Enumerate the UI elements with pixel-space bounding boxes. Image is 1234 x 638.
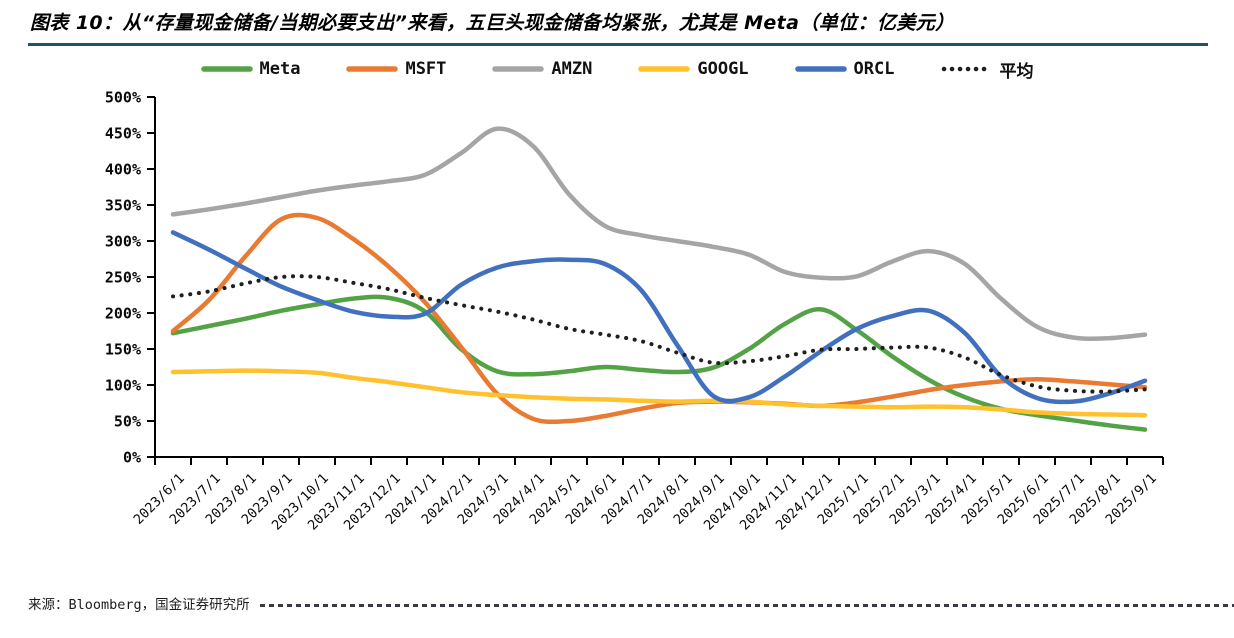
legend-swatch-GOOGL: [638, 66, 691, 72]
legend-label-MSFT: MSFT: [405, 59, 447, 79]
series-line-平均: [171, 274, 1147, 394]
legend-label-Meta: Meta: [259, 59, 301, 79]
series-line-ORCL: [170, 230, 1148, 405]
y-tick-label: 0%: [123, 449, 141, 467]
legend-label-平均: 平均: [999, 61, 1034, 82]
y-tick-label: 150%: [105, 341, 141, 359]
legend-item-平均: 平均: [941, 57, 1034, 82]
legend-label-AMZN: AMZN: [551, 59, 593, 79]
source-text: 来源：Bloomberg，国金证券研究所: [28, 597, 250, 613]
y-tick-label: 50%: [114, 413, 141, 431]
legend-item-Meta: Meta: [200, 59, 301, 79]
y-tick-label: 200%: [105, 305, 141, 323]
y-tick-label: 450%: [105, 125, 141, 143]
legend-item-GOOGL: GOOGL: [638, 59, 749, 79]
dashed-divider: [259, 603, 1234, 607]
series-line-AMZN: [170, 126, 1148, 341]
y-tick-label: 250%: [105, 269, 141, 287]
legend-swatch-ORCL: [794, 66, 847, 72]
y-tick-label: 100%: [105, 377, 141, 395]
source-row: 来源：Bloomberg，国金证券研究所: [28, 593, 1234, 613]
y-tick-label: 300%: [105, 233, 141, 251]
line-chart: 0% 50% 100% 150% 200% 250% 300% 350% 400% 450% 500…: [105, 89, 1164, 534]
legend-swatch-MSFT: [346, 66, 399, 72]
legend-swatch-AMZN: [492, 66, 545, 72]
legend-item-ORCL: ORCL: [794, 59, 895, 79]
legend-item-AMZN: AMZN: [492, 59, 592, 79]
figure-title: 图表 10：从“存量现金储备/当期必要支出”来看，五巨头现金储备均紧张，尤其是 …: [30, 12, 955, 34]
y-tick-label: 400%: [105, 161, 141, 179]
y-tick-label: 350%: [105, 197, 141, 215]
legend-swatch-平均: [941, 66, 992, 72]
legend-label-ORCL: ORCL: [853, 59, 895, 79]
series-line-MSFT: [170, 212, 1148, 425]
chart-legend: Meta MSFT AMZN GOOGL ORCL 平均: [0, 55, 1234, 83]
legend-swatch-Meta: [200, 66, 253, 72]
figure-title-bar: 图表 10：从“存量现金储备/当期必要支出”来看，五巨头现金储备均紧张，尤其是 …: [28, 0, 1208, 46]
legend-item-MSFT: MSFT: [346, 59, 446, 79]
legend-label-GOOGL: GOOGL: [697, 59, 749, 79]
series-line-Meta: [170, 294, 1148, 432]
series-line-GOOGL: [170, 368, 1148, 418]
y-tick-label: 500%: [105, 89, 141, 107]
